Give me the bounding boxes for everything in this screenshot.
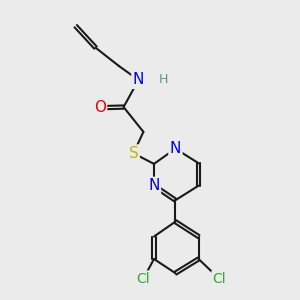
Text: S: S	[129, 146, 138, 161]
Text: N: N	[170, 141, 181, 156]
Text: Cl: Cl	[136, 272, 150, 286]
Text: N: N	[148, 178, 160, 193]
Text: N: N	[133, 73, 144, 88]
Text: H: H	[159, 73, 169, 86]
Text: O: O	[94, 100, 106, 115]
Text: Cl: Cl	[212, 272, 226, 286]
